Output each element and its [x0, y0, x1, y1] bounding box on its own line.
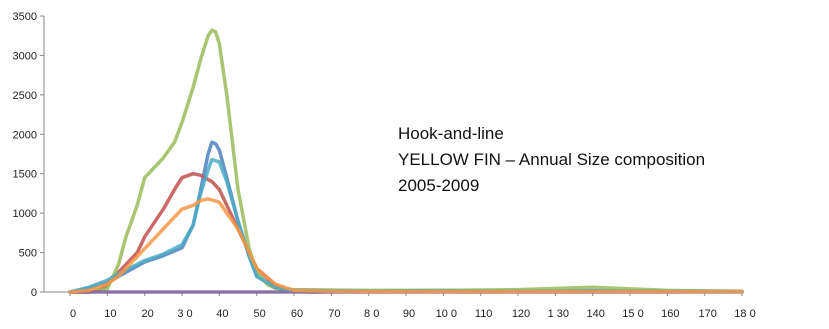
y-tick-label: 3000: [13, 50, 37, 62]
x-tick-label: 140: [586, 308, 604, 320]
x-tick-label: 110: [475, 308, 493, 320]
annotation-line-1: Hook-and-line: [398, 124, 504, 143]
x-tick-label: 160: [661, 308, 679, 320]
y-tick-label: 2000: [13, 129, 37, 141]
y-tick-label: 1500: [13, 169, 37, 181]
y-tick-label: 500: [19, 248, 37, 260]
x-tick-label: 10: [104, 308, 116, 320]
y-tick-label: 0: [31, 287, 37, 299]
y-tick-label: 2500: [13, 90, 37, 102]
x-tick-label: 20: [142, 308, 154, 320]
y-axis: 0 500 1000 1500 2000 2500 3000 3500: [13, 11, 45, 299]
x-tick-label: 18 0: [734, 308, 755, 320]
x-tick-label: 40: [216, 308, 228, 320]
x-tick-label: 0: [70, 308, 76, 320]
x-tick-label: 3 0: [177, 308, 192, 320]
chart-annotation: Hook-and-line YELLOW FIN – Annual Size c…: [398, 121, 705, 199]
x-tick-label: 8 0: [364, 308, 379, 320]
x-tick-label: 1 30: [548, 308, 569, 320]
x-tick-label: 50: [254, 308, 266, 320]
x-tick-label: 60: [291, 308, 303, 320]
series-layer: [68, 28, 744, 294]
x-tick-label: 120: [512, 308, 530, 320]
x-tick-label: 10 0: [436, 308, 457, 320]
series-line-6: [68, 197, 744, 294]
annotation-line-2: YELLOW FIN – Annual Size composition: [398, 150, 706, 169]
x-tick-label: 70: [328, 308, 340, 320]
x-tick-label: 170: [698, 308, 716, 320]
x-tick-label: 90: [403, 308, 415, 320]
y-tick-label: 1000: [13, 208, 37, 220]
y-tick-label: 3500: [13, 11, 37, 23]
x-axis: 0 10 20 3 0 40 50 60 70 8 0 90 10 0 110 120 1 30 140 15…: [44, 291, 756, 320]
annotation-line-3: 2005-2009: [398, 176, 480, 195]
x-tick-label: 15 0: [622, 308, 643, 320]
